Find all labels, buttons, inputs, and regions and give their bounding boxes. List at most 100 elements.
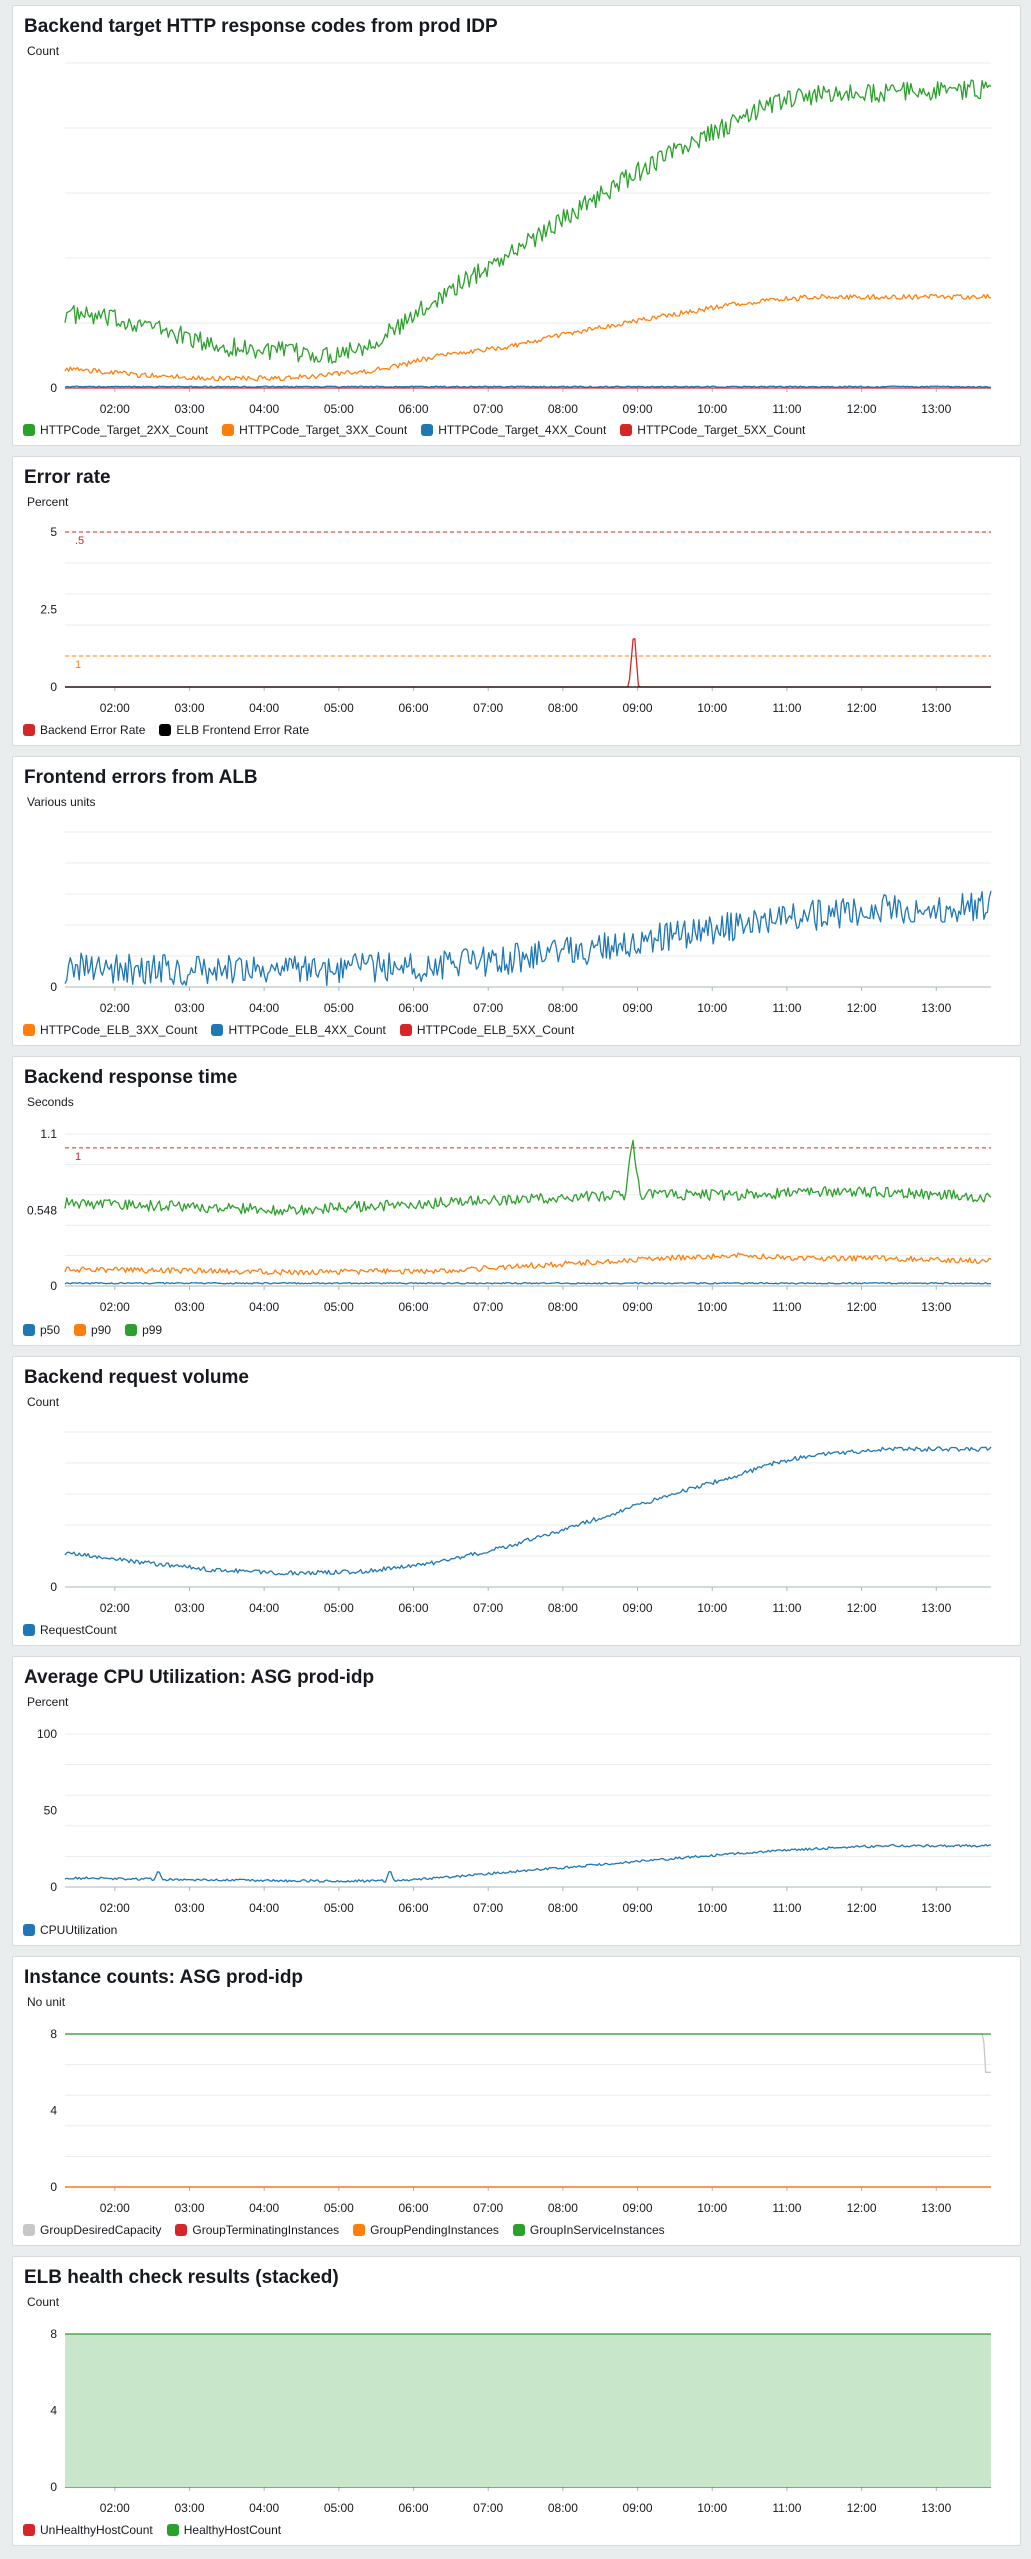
x-tick-label: 06:00 (399, 1601, 429, 1615)
legend-swatch (23, 2524, 35, 2536)
chart-plot: 0 0.548 1.1 02:00 03:00 04:00 05:00 06:00 07:00 0… (27, 1127, 992, 1314)
chart-panel-elb-health: ELB health check results (stacked) Count… (12, 2256, 1021, 2546)
x-tick-label: 11:00 (772, 1001, 801, 1015)
legend-label: GroupDesiredCapacity (40, 2223, 162, 2237)
series-line-GroupDesiredCapacity (65, 2033, 991, 2073)
legend-item[interactable]: HTTPCode_ELB_4XX_Count (211, 1023, 386, 1037)
panel-title: Backend request volume (24, 1367, 249, 1388)
series-line-HTTPCode_ELB_4XX_Count (64, 890, 992, 987)
x-tick-label: 11:00 (772, 2201, 801, 2215)
x-tick-label: 08:00 (548, 2501, 578, 2515)
legend-label: p90 (91, 1323, 112, 1337)
legend-swatch (211, 1024, 224, 1036)
legend-item[interactable]: p90 (74, 1323, 111, 1337)
x-tick-label: 08:00 (548, 402, 578, 416)
legend-item[interactable]: UnHealthyHostCount (23, 2523, 153, 2537)
legend-label: GroupInServiceInstances (529, 2223, 665, 2237)
legend-item[interactable]: p50 (23, 1323, 60, 1337)
legend-item[interactable]: HTTPCode_Target_5XX_Count (620, 423, 805, 437)
legend-item[interactable]: GroupTerminatingInstances (175, 2223, 339, 2237)
x-tick-label: 12:00 (847, 701, 877, 715)
x-tick-label: 09:00 (623, 2501, 653, 2515)
x-tick-label: 12:00 (847, 402, 877, 416)
x-tick-label: 02:00 (100, 402, 130, 416)
legend-swatch (222, 424, 235, 436)
x-tick-label: 09:00 (623, 1001, 653, 1015)
series-line-p50 (64, 1281, 992, 1285)
chart-legend: UnHealthyHostCount HealthyHostCount (23, 2523, 281, 2537)
legend-label: HTTPCode_Target_3XX_Count (239, 423, 408, 437)
x-tick-label: 03:00 (174, 701, 204, 715)
x-tick-label: 12:00 (847, 2201, 877, 2215)
x-tick-label: 08:00 (548, 1601, 578, 1615)
chart-panel-frontend-errors: Frontend errors from ALB Various units 0… (12, 756, 1021, 1046)
legend-item[interactable]: HealthyHostCount (166, 2523, 281, 2537)
series-line-Backend Error Rate (65, 638, 991, 688)
x-tick-label: 07:00 (473, 2501, 503, 2515)
x-tick-label: 02:00 (100, 701, 130, 715)
legend-swatch (175, 2224, 188, 2236)
y-tick-label: 0 (50, 1279, 57, 1293)
legend-item[interactable]: CPUUtilization (23, 1923, 117, 1937)
x-tick-label: 03:00 (174, 2201, 204, 2215)
x-tick-label: 13:00 (921, 2201, 951, 2215)
legend-item[interactable]: GroupInServiceInstances (512, 2223, 665, 2237)
y-tick-label: 4 (50, 2104, 57, 2118)
chart-plot: 0 2.5 5 02:00 03:00 04:00 05:00 06:00 07:00 08:00… (40, 525, 991, 715)
x-tick-label: 04:00 (249, 1300, 279, 1314)
chart-plot: 0 02:00 03:00 04:00 05:00 06:00 07:00 08:00 09:0… (50, 831, 992, 1015)
x-tick-label: 12:00 (847, 1601, 877, 1615)
x-tick-label: 06:00 (399, 402, 429, 416)
legend-label: GroupPendingInstances (370, 2223, 499, 2237)
legend-swatch (166, 2524, 179, 2536)
x-tick-label: 13:00 (921, 1601, 951, 1615)
x-tick-label: 12:00 (847, 2501, 877, 2515)
legend-label: UnHealthyHostCount (40, 2523, 153, 2537)
chart-plot: 0 4 8 02:00 03:00 04:00 05:00 06:00 07:00 08:00 09… (50, 2027, 991, 2215)
x-tick-label: 08:00 (548, 1001, 578, 1015)
legend-swatch (23, 1324, 35, 1336)
legend-item[interactable]: Backend Error Rate (23, 723, 145, 737)
y-tick-label: 0 (50, 2180, 57, 2194)
legend-item[interactable]: HTTPCode_Target_4XX_Count (421, 423, 606, 437)
legend-item[interactable]: HTTPCode_Target_3XX_Count (222, 423, 407, 437)
legend-label: HTTPCode_ELB_4XX_Count (228, 1023, 386, 1037)
x-tick-label: 02:00 (100, 2201, 130, 2215)
legend-item[interactable]: HTTPCode_Target_2XX_Count (23, 423, 208, 437)
x-tick-label: 04:00 (249, 1901, 279, 1915)
panel-title: Error rate (24, 467, 111, 488)
panel-title: Frontend errors from ALB (24, 767, 258, 788)
x-tick-label: 02:00 (100, 1601, 130, 1615)
area-fill-HealthyHostCount (65, 2334, 991, 2487)
x-tick-label: 12:00 (847, 1001, 877, 1015)
x-tick-label: 11:00 (772, 2501, 801, 2515)
legend-item[interactable]: p99 (125, 1323, 162, 1337)
legend-item[interactable]: RequestCount (23, 1623, 117, 1637)
panel-title: Backend response time (24, 1067, 238, 1088)
x-tick-label: 06:00 (399, 2501, 429, 2515)
legend-item[interactable]: GroupDesiredCapacity (23, 2223, 161, 2237)
x-tick-label: 05:00 (324, 1601, 354, 1615)
legend-item[interactable]: GroupPendingInstances (353, 2223, 499, 2237)
x-tick-label: 10:00 (697, 2201, 727, 2215)
legend-swatch (125, 1324, 138, 1336)
x-tick-label: 07:00 (473, 1601, 503, 1615)
y-axis-unit-label: Various units (27, 795, 96, 809)
legend-item[interactable]: HTTPCode_ELB_5XX_Count (399, 1023, 574, 1037)
x-tick-label: 03:00 (174, 1300, 204, 1314)
x-tick-label: 10:00 (697, 1901, 727, 1915)
legend-item[interactable]: ELB Frontend Error Rate (159, 723, 309, 737)
legend-item[interactable]: HTTPCode_ELB_3XX_Count (23, 1023, 197, 1037)
x-tick-label: 13:00 (921, 2501, 951, 2515)
legend-label: ELB Frontend Error Rate (176, 723, 310, 737)
chart-plot: 0 02:00 03:00 04:00 05:00 06:00 07:00 08:00 09:0… (50, 62, 992, 416)
chart-legend: RequestCount (23, 1623, 117, 1637)
x-tick-label: 13:00 (921, 1001, 951, 1015)
x-tick-label: 05:00 (324, 2201, 354, 2215)
y-tick-label: 0 (50, 980, 57, 994)
legend-label: HTTPCode_ELB_3XX_Count (40, 1023, 198, 1037)
x-tick-label: 07:00 (473, 701, 503, 715)
y-axis-unit-label: No unit (27, 1995, 66, 2009)
series-line-HTTPCode_Target_4XX_Count (64, 385, 991, 388)
chart-panel-cpu-utilization: Average CPU Utilization: ASG prod-idp Pe… (12, 1656, 1021, 1946)
